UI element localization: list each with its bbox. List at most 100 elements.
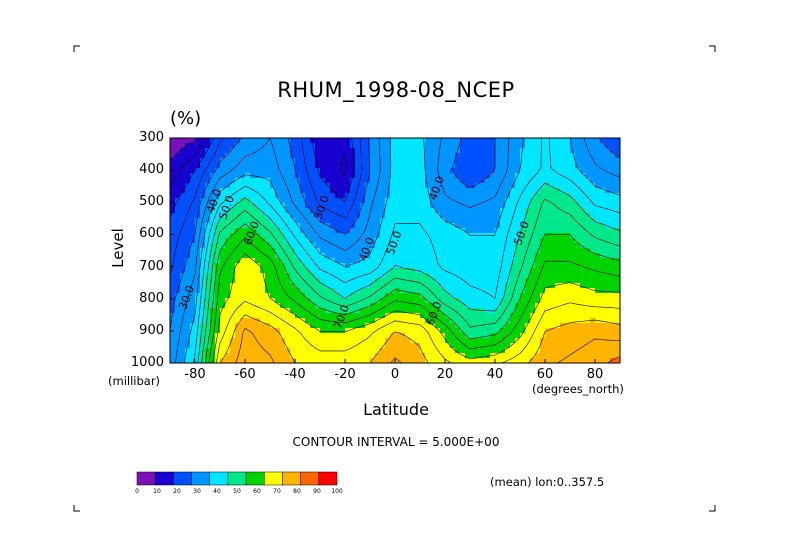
y-axis-label: Level bbox=[109, 228, 127, 268]
heat-cell bbox=[470, 213, 476, 219]
heat-cell bbox=[615, 283, 620, 289]
heat-cell bbox=[410, 308, 416, 314]
heat-cell bbox=[410, 268, 416, 274]
heat-cell bbox=[525, 273, 531, 279]
heat-cell bbox=[360, 338, 366, 344]
heat-cell bbox=[475, 183, 481, 189]
heat-cell bbox=[320, 158, 326, 164]
heat-cell bbox=[205, 208, 211, 214]
heat-cell bbox=[405, 223, 411, 229]
heat-cell bbox=[310, 278, 316, 284]
heat-cell bbox=[415, 148, 421, 154]
heat-cell bbox=[410, 218, 416, 224]
heat-cell bbox=[375, 173, 381, 179]
heat-cell bbox=[450, 188, 456, 194]
heat-cell bbox=[230, 313, 236, 319]
heat-cell bbox=[235, 263, 241, 269]
heat-cell bbox=[550, 193, 556, 199]
heat-cell bbox=[465, 188, 471, 194]
heat-cell bbox=[530, 183, 536, 189]
heat-cell bbox=[435, 303, 441, 309]
heat-cell bbox=[305, 268, 311, 274]
heat-cell bbox=[395, 163, 401, 169]
heat-cell bbox=[415, 348, 421, 354]
heat-cell bbox=[575, 243, 581, 249]
heat-cell bbox=[545, 308, 551, 314]
heat-cell bbox=[480, 273, 486, 279]
heat-cell bbox=[240, 143, 246, 149]
heat-cell bbox=[580, 208, 586, 214]
heat-cell bbox=[310, 253, 316, 259]
heat-cell bbox=[420, 323, 426, 329]
heat-cell bbox=[420, 353, 426, 359]
heat-cell bbox=[385, 253, 391, 259]
heat-cell bbox=[360, 303, 366, 309]
heat-cell bbox=[505, 353, 511, 359]
heat-cell bbox=[305, 348, 311, 354]
heat-cell bbox=[480, 278, 486, 284]
heat-cell bbox=[420, 218, 426, 224]
heat-cell bbox=[490, 183, 496, 189]
heat-cell bbox=[350, 138, 356, 144]
heat-cell bbox=[325, 298, 331, 304]
heat-cell bbox=[280, 183, 286, 189]
heat-cell bbox=[565, 298, 571, 304]
heat-cell bbox=[615, 248, 620, 254]
heat-cell bbox=[550, 168, 556, 174]
heat-cell bbox=[250, 138, 256, 144]
heat-cell bbox=[295, 338, 301, 344]
heat-cell bbox=[250, 323, 256, 329]
heat-cell bbox=[220, 218, 226, 224]
heat-cell bbox=[490, 248, 496, 254]
heat-cell bbox=[595, 223, 601, 229]
heat-cell bbox=[570, 168, 576, 174]
heat-cell bbox=[605, 163, 611, 169]
heat-cell bbox=[270, 328, 276, 334]
heat-cell bbox=[505, 293, 511, 299]
heat-cell bbox=[265, 333, 271, 339]
heat-cell bbox=[525, 338, 531, 344]
heat-cell bbox=[425, 328, 431, 334]
heat-cell bbox=[320, 273, 326, 279]
heat-cell bbox=[275, 258, 281, 264]
heat-cell bbox=[405, 188, 411, 194]
heat-cell bbox=[400, 218, 406, 224]
heat-cell bbox=[540, 158, 546, 164]
heat-cell bbox=[375, 338, 381, 344]
heat-cell bbox=[570, 243, 576, 249]
heat-cell bbox=[270, 138, 276, 144]
heat-cell bbox=[320, 278, 326, 284]
heat-cell bbox=[395, 248, 401, 254]
heat-cell bbox=[425, 143, 431, 149]
heat-cell bbox=[535, 148, 541, 154]
heat-cell bbox=[295, 333, 301, 339]
heat-cell bbox=[235, 143, 241, 149]
heat-cell bbox=[310, 153, 316, 159]
heat-cell bbox=[415, 303, 421, 309]
heat-cell bbox=[225, 228, 231, 234]
heat-cell bbox=[585, 333, 591, 339]
heat-cell bbox=[285, 348, 291, 354]
heat-cell bbox=[195, 258, 201, 264]
heat-cell bbox=[215, 318, 221, 324]
heat-cell bbox=[325, 238, 331, 244]
heat-cell bbox=[530, 163, 536, 169]
heat-cell bbox=[410, 138, 416, 144]
heat-cell bbox=[355, 298, 361, 304]
heat-cell bbox=[505, 188, 511, 194]
heat-cell bbox=[245, 173, 251, 179]
heat-cell bbox=[245, 168, 251, 174]
heat-cell bbox=[530, 203, 536, 209]
heat-cell bbox=[285, 163, 291, 169]
heat-cell bbox=[380, 243, 386, 249]
heat-cell bbox=[300, 258, 306, 264]
heat-cell bbox=[490, 313, 496, 319]
heat-cell bbox=[350, 203, 356, 209]
heat-cell bbox=[440, 168, 446, 174]
heat-cell bbox=[175, 318, 181, 324]
heat-cell bbox=[340, 218, 346, 224]
heat-cell bbox=[475, 253, 481, 259]
heat-cell bbox=[565, 358, 571, 363]
heat-cell bbox=[340, 328, 346, 334]
heat-cell bbox=[310, 263, 316, 269]
